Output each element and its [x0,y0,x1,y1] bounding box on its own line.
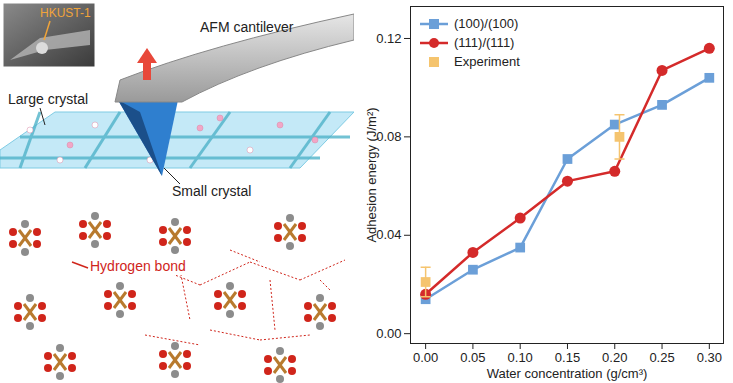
svg-text:Water concentration (g/cm³): Water concentration (g/cm³) [487,366,648,381]
svg-text:Adhesion energy (J/m²): Adhesion energy (J/m²) [364,107,379,242]
svg-text:0.15: 0.15 [555,350,580,365]
svg-text:0.08: 0.08 [376,129,401,144]
svg-text:0.00: 0.00 [413,350,438,365]
svg-text:0.12: 0.12 [376,31,401,46]
html-text:(100)/(100): (100)/(100) [454,16,519,31]
svg-text:AFM cantilever: AFM cantilever [200,19,294,35]
html-text:Experiment: Experiment [454,54,520,69]
svg-text:Large crystal: Large crystal [8,91,88,107]
svg-text:0.20: 0.20 [602,350,627,365]
svg-text:0.00: 0.00 [376,326,401,341]
svg-text:0.04: 0.04 [376,227,401,242]
html-text:(111)/(111): (111)/(111) [454,35,515,50]
svg-text:0.30: 0.30 [697,350,722,365]
svg-text:0.05: 0.05 [460,350,485,365]
svg-text:Hydrogen bond: Hydrogen bond [90,258,186,274]
svg-text:0.10: 0.10 [508,350,533,365]
svg-text:0.25: 0.25 [649,350,674,365]
svg-text:HKUST-1: HKUST-1 [40,6,91,20]
svg-text:Small crystal: Small crystal [172,183,251,199]
